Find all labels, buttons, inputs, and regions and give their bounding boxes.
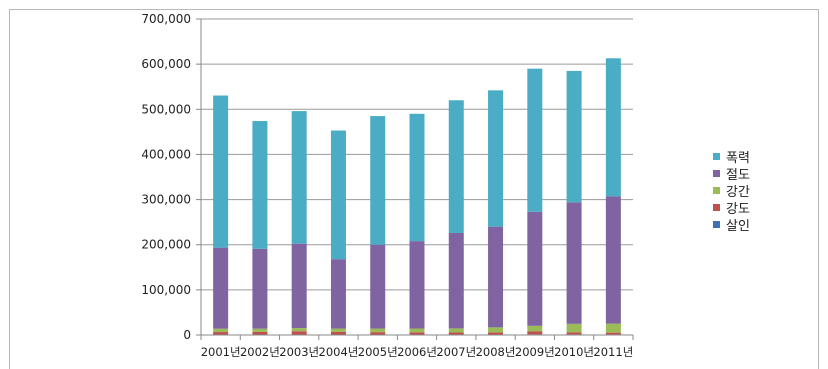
- y-tick-label: 700,000: [141, 12, 191, 26]
- x-tick-label: 2008년: [476, 345, 516, 359]
- bar-segment: [331, 131, 346, 260]
- legend-label: 강도: [726, 202, 750, 217]
- bar-segment: [370, 329, 385, 333]
- legend-swatch: [713, 204, 720, 211]
- bar-segment: [606, 333, 621, 335]
- x-tick-label: 2005년: [358, 345, 398, 359]
- bar-segment: [488, 332, 503, 334]
- legend-label: 폭력: [726, 151, 750, 166]
- bar-segment: [213, 332, 228, 334]
- bar-segment: [606, 196, 621, 323]
- x-tick-label: 2001년: [201, 345, 241, 359]
- bar-segment: [410, 114, 425, 241]
- bar-segment: [410, 332, 425, 334]
- y-tick-label: 0: [183, 328, 191, 342]
- y-tick-label: 500,000: [141, 102, 191, 116]
- bars: [213, 58, 621, 335]
- bar-segment: [449, 328, 464, 332]
- bar-segment: [370, 332, 385, 334]
- bar-segment: [527, 69, 542, 212]
- legend-swatch: [713, 153, 720, 160]
- bar-segment: [527, 326, 542, 332]
- legend-swatch: [713, 221, 720, 228]
- bar-segment: [527, 212, 542, 326]
- bar-segment: [252, 329, 267, 332]
- x-tick-label: 2010년: [554, 345, 594, 359]
- legend-label: 살인: [726, 219, 750, 234]
- bar-segment: [488, 227, 503, 328]
- x-tick-label: 2009년: [515, 345, 555, 359]
- bar-segment: [213, 329, 228, 332]
- bar-segment: [567, 332, 582, 334]
- bar-segment: [252, 121, 267, 249]
- bar-segment: [370, 245, 385, 329]
- x-tick-label: 2006년: [397, 345, 437, 359]
- x-tick-label: 2004년: [319, 345, 359, 359]
- bar-segment: [410, 328, 425, 332]
- bar-segment: [252, 332, 267, 335]
- bar-segment: [331, 332, 346, 335]
- x-tick-label: 2007년: [436, 345, 476, 359]
- bar-segment: [292, 244, 307, 328]
- bar-segment: [567, 71, 582, 202]
- bar-segment: [213, 248, 228, 329]
- bar-segment: [213, 96, 228, 248]
- legend-swatch: [713, 170, 720, 177]
- bar-segment: [488, 327, 503, 332]
- x-tick-label: 2011년: [593, 345, 633, 359]
- x-tick-label: 2003년: [279, 345, 319, 359]
- bar-segment: [292, 111, 307, 244]
- bar-segment: [567, 202, 582, 324]
- y-axis: 0 100,000 200,000 300,000 400,000 500,000 600,…: [141, 12, 201, 342]
- bar-segment: [292, 331, 307, 334]
- bar-segment: [449, 233, 464, 328]
- y-tick-label: 600,000: [141, 57, 191, 71]
- bar-segment: [449, 332, 464, 334]
- bar-segment: [449, 100, 464, 233]
- bar-segment: [410, 241, 425, 328]
- bar-segment: [527, 331, 542, 334]
- y-tick-label: 300,000: [141, 193, 191, 207]
- legend-swatch: [713, 187, 720, 194]
- legend-label: 절도: [726, 168, 750, 183]
- bar-segment: [331, 259, 346, 328]
- bar-segment: [292, 328, 307, 331]
- y-tick-label: 400,000: [141, 147, 191, 161]
- bar-segment: [370, 116, 385, 245]
- y-tick-label: 200,000: [141, 238, 191, 252]
- bar-segment: [252, 249, 267, 329]
- bar-segment: [567, 324, 582, 333]
- legend-label: 강간: [726, 185, 750, 200]
- bar-segment: [606, 324, 621, 333]
- bar-segment: [606, 58, 621, 196]
- y-tick-label: 100,000: [141, 283, 191, 297]
- x-tick-label: 2002년: [240, 345, 280, 359]
- bar-segment: [331, 329, 346, 332]
- bar-segment: [488, 90, 503, 226]
